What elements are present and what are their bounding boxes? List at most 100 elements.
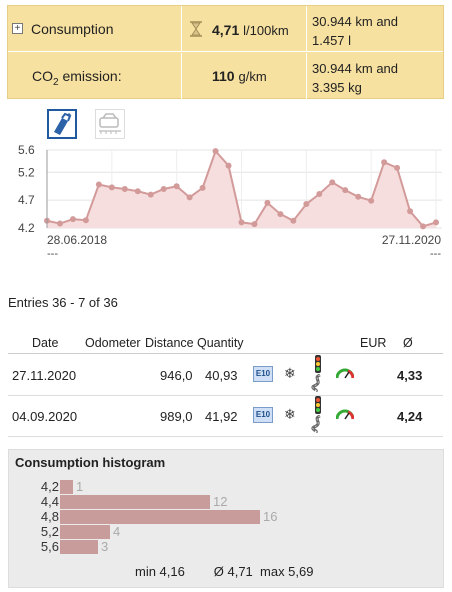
histogram-bin-label: 5,6: [40, 539, 59, 554]
row-distance: 989,0: [160, 409, 193, 424]
col-odometer[interactable]: Odometer: [85, 336, 141, 350]
co2-unit: g/km: [238, 69, 267, 84]
data-point: [108, 184, 115, 191]
histogram-title: Consumption histogram: [15, 455, 166, 470]
fuel-type-badge: E10: [253, 407, 273, 423]
speedometer-icon: [336, 368, 354, 379]
histogram-bar: [60, 480, 73, 494]
histogram-count: 4: [113, 524, 121, 539]
data-point: [368, 197, 375, 204]
divider: [181, 6, 182, 51]
x-end-label: 27.11.2020: [382, 233, 441, 247]
y-tick-label: 4.2: [18, 221, 35, 235]
co2-extra: 30.944 km and 3.395 kg: [312, 59, 442, 97]
service-chart-tab[interactable]: [95, 109, 125, 139]
row-distance: 946,0: [160, 368, 193, 383]
fuel-chart-tab[interactable]: [47, 109, 77, 139]
x-end-sub: ---: [430, 248, 441, 260]
table-header: Date Odometer Distance Quantity EUR Ø: [8, 336, 443, 354]
consumption-number: 4,71: [212, 22, 240, 38]
data-point: [82, 217, 89, 224]
y-tick-label: 5.2: [18, 165, 35, 179]
speedometer-icon: [336, 409, 354, 420]
table-row[interactable]: 04.09.2020 989,0 41,92 E10 ❄ 4,24: [8, 396, 443, 437]
data-point: [251, 221, 258, 228]
data-point: [277, 211, 284, 218]
data-point: [381, 159, 388, 166]
co2-label-prefix: CO: [32, 68, 53, 84]
histogram-row: 4,4 12: [9, 494, 443, 509]
consumption-row: + Consumption 4,71 l/100km 30.944 km and…: [8, 6, 443, 52]
data-point: [407, 208, 414, 215]
consumption-value: 4,71 l/100km: [212, 22, 289, 38]
data-point: [186, 194, 193, 201]
co2-extra-line1: 30.944 km and: [312, 61, 399, 76]
data-point: [212, 148, 219, 155]
traffic-light-icon: [315, 396, 321, 414]
consumption-label: Consumption: [31, 21, 114, 37]
co2-number: 110: [212, 68, 235, 84]
y-tick-label: 5.6: [18, 143, 35, 157]
data-point: [199, 184, 206, 191]
co2-extra-line2: 3.395 kg: [312, 80, 362, 95]
car-service-icon: [99, 113, 121, 134]
histogram-count: 3: [101, 539, 109, 554]
data-point: [394, 164, 401, 171]
col-distance[interactable]: Distance: [145, 336, 194, 350]
data-point: [69, 216, 76, 223]
row-quantity: 40,93: [205, 368, 238, 383]
hourglass-icon: [190, 21, 202, 37]
consumption-extra: 30.944 km and 1.457 l: [312, 12, 442, 50]
expand-toggle[interactable]: +: [12, 23, 23, 34]
entries-counter: Entries 36 - 7 of 36: [8, 295, 118, 310]
data-point: [56, 220, 63, 227]
row-avg: 4,24: [397, 409, 423, 424]
table-row[interactable]: 27.11.2020 946,0 40,93 E10 ❄ 4,33: [8, 355, 443, 396]
histogram-row: 4,2 1: [9, 479, 443, 494]
histogram-row: 4,8 16: [9, 509, 443, 524]
histogram-row: 5,2 4: [9, 524, 443, 539]
divider: [181, 53, 182, 99]
data-point: [433, 219, 439, 226]
divider: [306, 6, 307, 51]
row-date: 27.11.2020: [12, 368, 77, 383]
consumption-extra-line1: 30.944 km and: [312, 14, 399, 29]
histogram-bar: [60, 495, 210, 509]
histogram-count: 16: [263, 509, 278, 524]
area-fill: [47, 151, 436, 228]
histogram-row: 5,6 3: [9, 539, 443, 554]
data-point: [342, 187, 349, 194]
data-point: [160, 186, 167, 192]
data-point: [121, 186, 128, 192]
data-point: [264, 199, 271, 206]
data-point: [329, 179, 336, 186]
col-avg[interactable]: Ø: [403, 336, 413, 350]
data-point: [420, 223, 427, 230]
consumption-chart: 5.65.24.74.228.06.2018---27.11.2020---: [18, 143, 442, 260]
data-point: [134, 188, 141, 195]
histogram-bin-label: 5,2: [40, 524, 59, 539]
row-quantity: 41,92: [205, 409, 238, 424]
snowflake-icon: ❄: [284, 406, 296, 422]
col-date[interactable]: Date: [32, 336, 59, 350]
histogram-count: 12: [213, 494, 228, 509]
co2-label-suffix: emission:: [58, 68, 122, 84]
data-point: [238, 219, 245, 226]
histogram-bin-label: 4,2: [40, 479, 59, 494]
data-point: [95, 181, 102, 188]
co2-label: CO2 emission:: [32, 68, 122, 88]
co2-label-sub: 2: [53, 76, 59, 88]
row-date: 04.09.2020: [12, 409, 78, 424]
consumption-unit: l/100km: [243, 23, 289, 38]
data-point: [225, 162, 232, 169]
x-start-label: 28.06.2018: [47, 233, 107, 247]
traffic-light-icon: [315, 355, 321, 373]
histogram-stats: min 4,16 Ø 4,71 max 5,69: [135, 564, 314, 579]
co2-value: 110 g/km: [212, 68, 267, 84]
co2-row: CO2 emission: 110 g/km 30.944 km and 3.3…: [8, 53, 443, 99]
col-quantity[interactable]: Quantity: [197, 336, 244, 350]
fuel-pump-icon: [54, 112, 72, 135]
y-tick-label: 4.7: [18, 193, 35, 207]
col-eur[interactable]: EUR: [360, 336, 387, 350]
x-start-sub: ---: [47, 248, 58, 260]
